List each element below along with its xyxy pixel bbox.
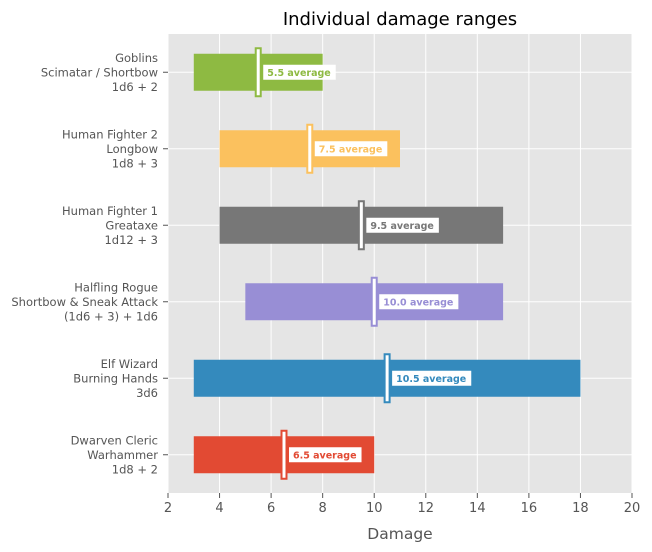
y-category-label: (1d6 + 3) + 1d6: [64, 309, 158, 323]
average-label-background: [263, 64, 336, 80]
x-tick-label: 16: [521, 501, 538, 516]
average-label: 7.5 average: [319, 144, 383, 155]
y-category-label: Scimatar / Shortbow: [41, 65, 158, 79]
y-category-label: Elf Wizard: [101, 357, 158, 371]
average-marker: [254, 47, 262, 98]
chart-title: Individual damage ranges: [283, 9, 517, 30]
y-category-label: Shortbow & Sneak Attack: [11, 295, 158, 309]
x-tick-label: 20: [624, 501, 641, 516]
average-label-background: [392, 370, 472, 386]
y-category-label: Longbow: [106, 142, 158, 156]
average-marker: [357, 200, 365, 251]
average-label-background: [366, 217, 439, 233]
y-category-label: 3d6: [136, 386, 158, 400]
plot-area: [168, 34, 632, 493]
x-axis-ticks: 2 4 6 8 10 12 14 16 18 20: [164, 493, 640, 516]
y-category-label: Goblins: [115, 51, 158, 65]
y-category-label: Dwarven Cleric: [71, 433, 158, 447]
x-axis-title: Damage: [367, 525, 432, 543]
x-tick-label: 12: [418, 501, 435, 516]
y-category-label: 1d8 + 2: [112, 462, 158, 476]
average-label-background: [289, 447, 362, 463]
y-category-label: 1d12 + 3: [104, 233, 158, 247]
x-tick-label: 10: [366, 501, 383, 516]
average-marker: [306, 123, 314, 174]
y-category-label: Halfling Rogue: [74, 280, 158, 294]
x-tick-label: 14: [469, 501, 486, 516]
average-label: 10.0 average: [383, 297, 453, 308]
average-label: 10.5 average: [396, 374, 466, 385]
average-label: 9.5 average: [370, 221, 434, 232]
average-marker: [383, 353, 391, 404]
x-tick-label: 2: [164, 501, 172, 516]
x-tick-label: 6: [267, 501, 275, 516]
y-category-label: Human Fighter 2: [62, 127, 158, 141]
y-category-label: 1d6 + 2: [112, 80, 158, 94]
average-marker: [370, 276, 378, 327]
x-tick-label: 18: [572, 501, 589, 516]
y-category-label: 1d8 + 3: [112, 156, 158, 170]
average-marker: [280, 429, 288, 480]
average-label: 5.5 average: [267, 68, 331, 79]
y-category-label: Warhammer: [87, 448, 158, 462]
x-tick-label: 4: [215, 501, 223, 516]
y-category-label: Burning Hands: [73, 371, 158, 385]
x-tick-label: 8: [319, 501, 327, 516]
average-label-background: [379, 294, 459, 310]
average-label: 6.5 average: [293, 450, 357, 461]
y-category-label: Human Fighter 1: [62, 204, 158, 218]
average-label-background: [314, 141, 388, 157]
y-category-label: Greataxe: [105, 218, 158, 232]
bars-group: 5.5 average 7.5 average 9.5 average 10.0 av…: [193, 47, 581, 480]
